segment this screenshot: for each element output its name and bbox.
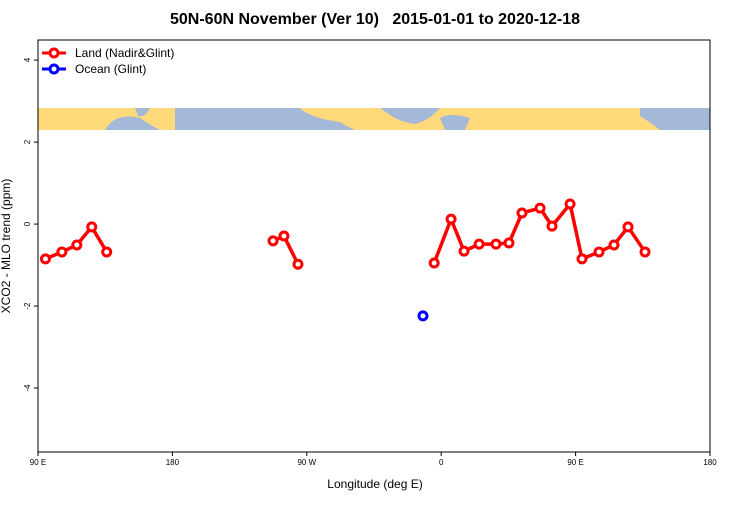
point [564,198,576,210]
point [292,258,304,270]
y-tick-label: -4 [23,384,32,392]
point [534,202,546,214]
point [417,310,429,322]
point [39,253,51,265]
point [428,257,440,269]
point [490,238,502,250]
point [71,239,83,251]
point [86,221,98,233]
point [101,246,113,258]
point [622,221,634,233]
chart-title: 50N-60N November (Ver 10) 2015-01-01 to … [170,11,580,28]
x-tick-label: 90 W [297,458,316,467]
x-tick-label: 180 [166,458,180,467]
y-tick-label: -2 [23,302,32,310]
point [503,237,515,249]
x-tick-label: 180 [703,458,717,467]
point [608,239,620,251]
y-tick-label: 2 [23,139,32,144]
point [458,245,470,257]
point [56,246,68,258]
x-tick-label: 0 [439,458,444,467]
x-axis-label: Longitude (deg E) [327,477,422,491]
legend-marker [48,63,60,75]
y-tick-label: 0 [23,221,32,226]
point [267,235,279,247]
x-tick-label: 90 E [30,458,46,467]
y-axis-label: XCO2 - MLO trend (ppm) [0,179,13,314]
legend-label: Ocean (Glint) [75,62,146,76]
point [516,207,528,219]
point [445,213,457,225]
point [639,246,651,258]
point [576,253,588,265]
legend: Land (Nadir&Glint) Ocean (Glint) [42,46,174,76]
point [546,220,558,232]
legend-marker [48,47,60,59]
y-tick-label: 4 [23,57,32,62]
x-tick-label: 90 E [567,458,583,467]
map-band [38,108,710,130]
point [278,230,290,242]
point [593,246,605,258]
plot-frame [37,39,711,453]
legend-label: Land (Nadir&Glint) [75,46,174,60]
point [473,238,485,250]
